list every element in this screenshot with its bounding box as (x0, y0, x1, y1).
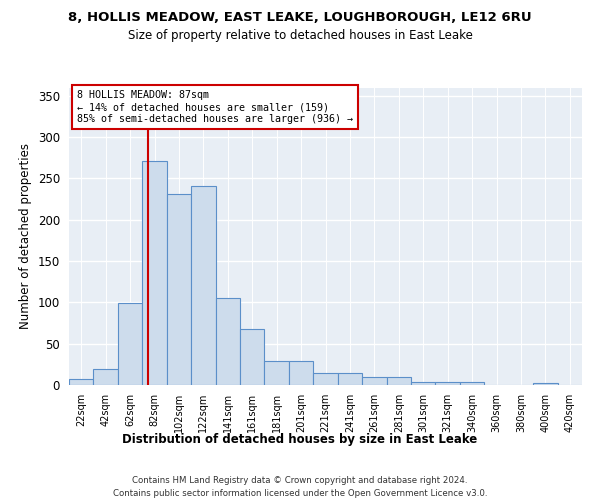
Bar (411, 382, 436, 385)
Bar (69, 379, 94, 385)
Bar (386, 376, 411, 385)
Bar (436, 382, 460, 385)
Bar (142, 161, 167, 385)
Bar (118, 303, 142, 385)
Bar (167, 194, 191, 385)
Bar (313, 374, 338, 385)
Bar (289, 361, 313, 385)
Bar (338, 374, 362, 385)
Bar (533, 382, 557, 385)
Text: 8, HOLLIS MEADOW, EAST LEAKE, LOUGHBOROUGH, LE12 6RU: 8, HOLLIS MEADOW, EAST LEAKE, LOUGHBOROU… (68, 11, 532, 24)
Bar (460, 382, 484, 385)
Text: Contains HM Land Registry data © Crown copyright and database right 2024.: Contains HM Land Registry data © Crown c… (132, 476, 468, 485)
Text: Size of property relative to detached houses in East Leake: Size of property relative to detached ho… (128, 29, 472, 42)
Y-axis label: Number of detached properties: Number of detached properties (19, 143, 32, 329)
Text: Contains public sector information licensed under the Open Government Licence v3: Contains public sector information licen… (113, 489, 487, 498)
Bar (191, 186, 215, 385)
Bar (215, 298, 240, 385)
Text: 8 HOLLIS MEADOW: 87sqm
← 14% of detached houses are smaller (159)
85% of semi-de: 8 HOLLIS MEADOW: 87sqm ← 14% of detached… (77, 90, 353, 124)
Text: Distribution of detached houses by size in East Leake: Distribution of detached houses by size … (122, 432, 478, 446)
Bar (240, 329, 265, 385)
Bar (362, 376, 386, 385)
Bar (94, 370, 118, 385)
Bar (265, 361, 289, 385)
